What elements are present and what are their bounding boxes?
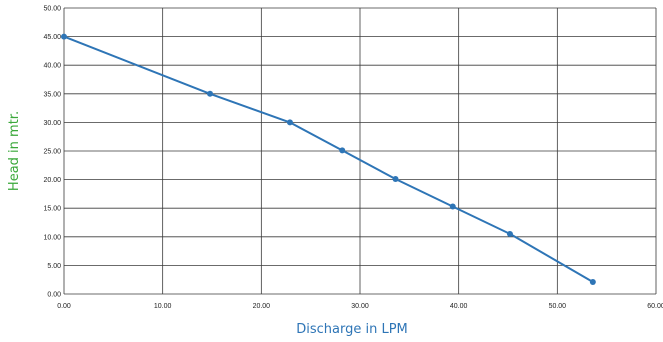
y-tick-label: 0.00 [47,292,61,299]
x-tick-label: 60.00 [647,303,663,310]
y-tick-label: 20.00 [43,177,61,184]
y-axis-label: Head in mtr. [7,111,22,191]
data-point [506,230,513,237]
y-tick-label: 5.00 [47,263,61,270]
x-tick-label: 10.00 [154,303,172,310]
data-points [61,33,596,285]
x-tick-label: 0.00 [57,303,71,310]
y-tick-label: 45.00 [43,34,61,41]
grid [63,7,657,295]
data-point [589,278,596,285]
data-point [392,176,399,183]
data-point [61,33,67,40]
y-tick-label: 50.00 [43,6,61,13]
x-axis-label: Discharge in LPM [296,322,408,337]
y-tick-label: 30.00 [43,120,61,127]
data-point [207,90,214,97]
x-tick-labels: 0.00 10.00 20.00 30.00 40.00 50.00 60.00 [57,303,663,310]
data-point [339,147,346,154]
data-point [449,203,456,210]
x-tick-label: 20.00 [253,303,271,310]
y-tick-label: 15.00 [43,206,61,213]
data-point [286,119,293,126]
y-tick-label: 25.00 [43,149,61,156]
x-tick-label: 40.00 [450,303,468,310]
x-tick-label: 50.00 [549,303,567,310]
y-tick-label: 10.00 [43,234,61,241]
series-line [63,35,594,283]
y-tick-labels: 0.00 5.00 10.00 15.00 20.00 25.00 30.00 35.00 40… [43,6,61,299]
y-tick-label: 40.00 [43,63,61,70]
y-tick-label: 35.00 [43,91,61,98]
x-tick-label: 30.00 [351,303,369,310]
